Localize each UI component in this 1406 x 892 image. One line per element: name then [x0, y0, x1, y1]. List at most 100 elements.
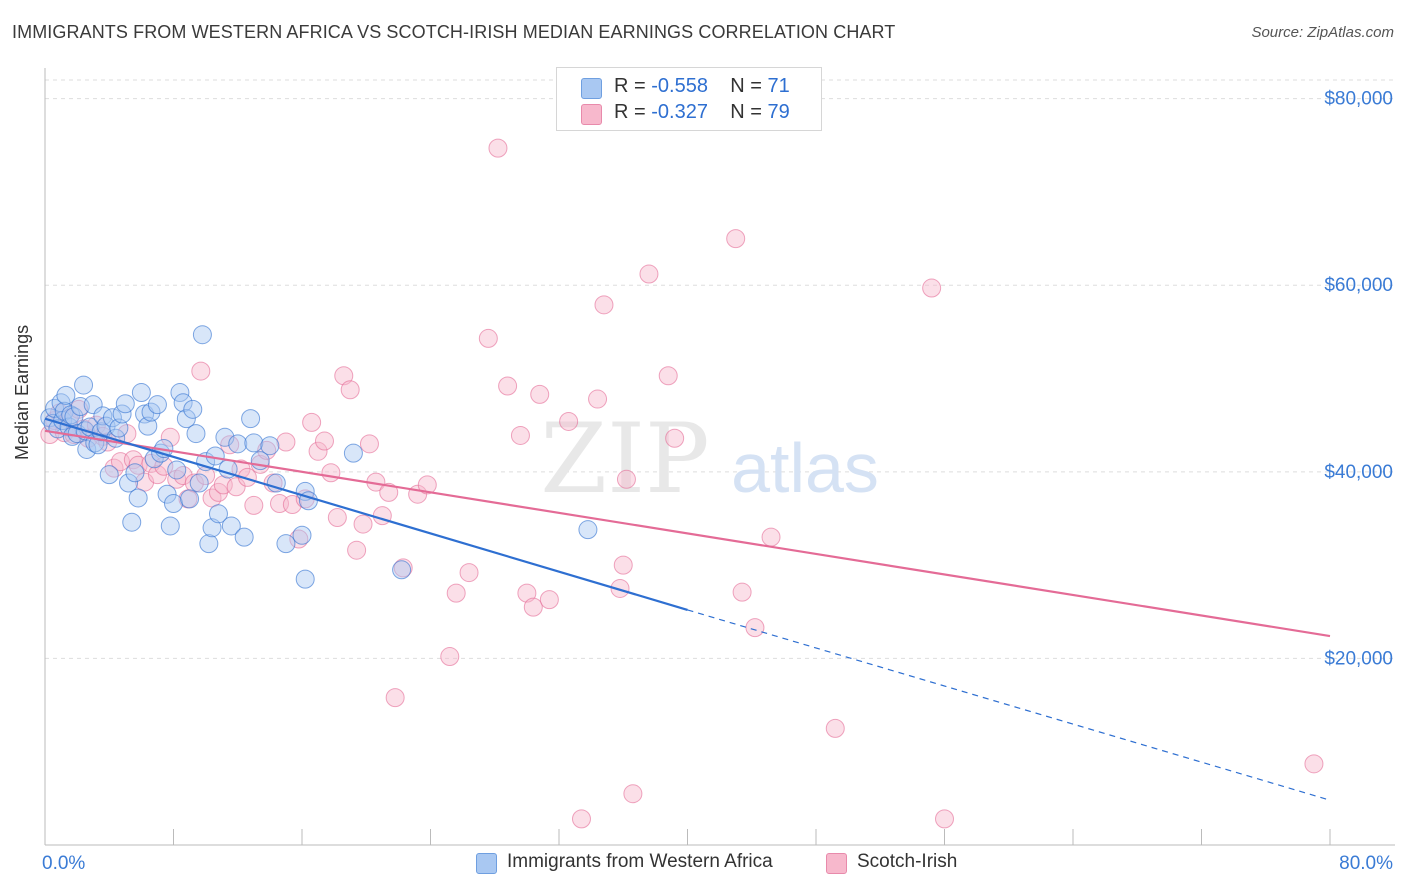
legend-label: Immigrants from Western Africa — [507, 851, 773, 872]
scotch-irish-point — [359, 434, 379, 454]
western-africa-point — [125, 463, 145, 483]
scotch-irish-point — [302, 412, 322, 432]
western-africa-point — [176, 409, 196, 429]
western-africa-point — [138, 416, 158, 436]
scotch-irish-point — [613, 555, 633, 575]
n-value: 79 — [767, 101, 790, 123]
scotch-irish-point — [658, 366, 678, 386]
western-africa-point — [112, 404, 132, 424]
western-africa-point — [241, 409, 261, 429]
scotch-irish-point — [559, 411, 579, 431]
scotch-irish-point — [191, 361, 211, 381]
western-africa-point — [199, 534, 219, 554]
y-tick-label: $40,000 — [1324, 462, 1393, 483]
scotch-irish-point — [340, 380, 360, 400]
scotch-irish-point — [594, 295, 614, 315]
western-africa-point — [141, 402, 161, 422]
scotch-irish-point — [282, 494, 302, 514]
scotch-irish-point — [517, 583, 537, 603]
western-africa-point — [244, 433, 264, 453]
scotch-irish-point — [226, 477, 246, 497]
western-africa-point — [292, 525, 312, 545]
scotch-irish-point — [922, 278, 942, 298]
watermark-atlas: atlas — [731, 429, 879, 507]
scotch-irish-point — [289, 529, 309, 549]
scotch-irish-point — [761, 527, 781, 547]
western-africa-point — [99, 465, 119, 485]
watermark-zip: ZIP — [540, 403, 709, 515]
western-africa-point — [276, 534, 296, 554]
watermark: ZIP atlas — [540, 403, 879, 515]
western-africa-point — [64, 407, 84, 427]
western-africa-point — [135, 404, 155, 424]
legend-swatch-pink — [826, 853, 847, 874]
scotch-irish-point — [530, 384, 550, 404]
western-africa-point — [56, 385, 76, 405]
scotch-irish-point — [237, 467, 257, 487]
western-africa-point — [183, 399, 203, 419]
scotch-irish-point — [446, 583, 466, 603]
legend-swatch-blue — [581, 78, 602, 99]
western-africa-point — [147, 395, 167, 415]
n-label: N = — [730, 101, 762, 123]
legend-label: Scotch-Irish — [857, 851, 958, 872]
gridlines — [45, 79, 1395, 659]
n-label: N = — [730, 75, 762, 97]
scotch-irish-point — [308, 441, 328, 461]
western-africa-point — [228, 434, 248, 454]
western-africa-trend-line — [44, 417, 688, 611]
scotch-irish-point — [498, 376, 518, 396]
r-label: R = — [614, 101, 646, 123]
scotch-irish-point — [334, 366, 354, 386]
western-africa-point — [109, 418, 129, 438]
scotch-irish-point — [440, 647, 460, 667]
scotch-irish-point — [379, 482, 399, 502]
scotch-irish-point — [665, 428, 685, 448]
n-value: 71 — [767, 75, 790, 97]
western-africa-point — [74, 375, 94, 395]
scotch-irish-point — [321, 463, 341, 483]
scotch-irish-point — [276, 432, 296, 452]
western-africa-point — [180, 489, 200, 509]
western-africa-point — [170, 383, 190, 403]
western-africa-point — [266, 473, 286, 493]
western-africa-point — [131, 383, 151, 403]
scotch-irish-point — [745, 618, 765, 638]
scotch-irish-point — [478, 328, 498, 348]
scotch-irish-point — [184, 473, 204, 493]
western-africa-point — [160, 516, 180, 536]
legend-swatch-blue — [476, 853, 497, 874]
chart-title: IMMIGRANTS FROM WESTERN AFRICA VS SCOTCH… — [12, 22, 896, 42]
scotch-irish-trend-line — [44, 429, 1331, 638]
western-africa-point — [61, 405, 81, 425]
y-axis-label: Median Earnings — [12, 324, 32, 460]
western-africa-point — [173, 393, 193, 413]
scotch-irish-point — [488, 138, 508, 158]
western-africa-trend-extension — [687, 609, 1331, 801]
scotch-irish-point — [935, 809, 954, 829]
x-tick-label: 0.0% — [42, 853, 85, 874]
western-africa-point — [221, 516, 241, 536]
scotch-irish-point — [523, 597, 543, 617]
western-africa-point — [119, 473, 139, 493]
y-tick-label: $20,000 — [1324, 648, 1393, 669]
stats-legend: R = -0.558 N = 71 R = -0.327 N = 79 — [556, 67, 822, 131]
r-label: R = — [614, 75, 646, 97]
western-africa-point — [122, 512, 142, 532]
scotch-irish-point — [571, 809, 591, 829]
western-africa-point — [128, 488, 148, 508]
y-tick-label: $60,000 — [1324, 275, 1393, 296]
scotch-irish-point — [639, 264, 659, 284]
scotch-irish-point — [825, 718, 845, 738]
western-africa-point — [77, 439, 97, 459]
western-africa-point — [189, 473, 209, 493]
scotch-irish-point — [353, 514, 373, 534]
series-legend: Immigrants from Western Africa Scotch-Ir… — [0, 851, 1406, 879]
western-africa-point — [102, 408, 122, 428]
scotch-irish-point — [385, 688, 405, 708]
western-africa-point — [54, 401, 74, 421]
r-value: -0.558 — [651, 75, 708, 97]
legend-swatch-pink — [581, 104, 602, 125]
western-africa-point — [167, 460, 187, 480]
